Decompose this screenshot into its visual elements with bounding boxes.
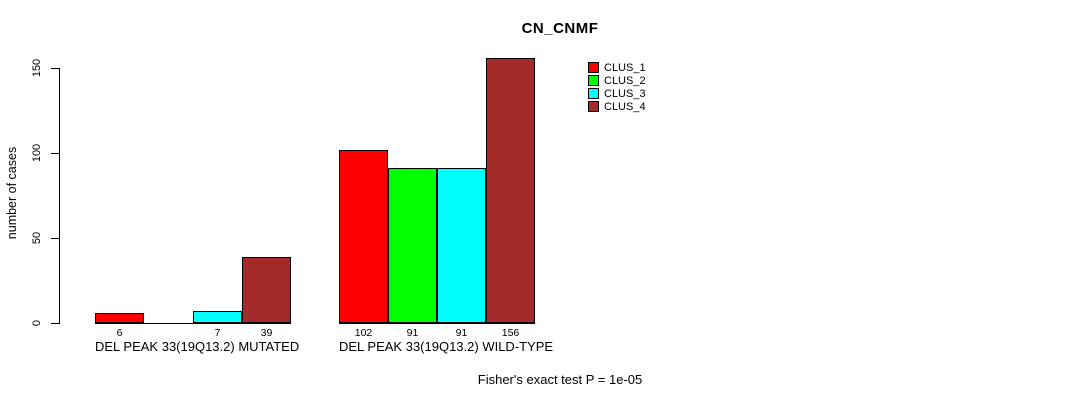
legend-label-clus-4: CLUS_4 bbox=[604, 100, 646, 113]
bar-value-label: 6 bbox=[116, 327, 123, 339]
bar-value-label: 39 bbox=[260, 327, 273, 339]
legend-item-clus-1: CLUS_1 bbox=[588, 61, 646, 74]
y-axis-line bbox=[59, 68, 60, 324]
bar-value-label: 102 bbox=[354, 327, 373, 339]
bar-value-label: 91 bbox=[455, 327, 468, 339]
legend-swatch-clus-3 bbox=[588, 88, 599, 99]
legend-swatch-clus-1 bbox=[588, 62, 599, 73]
legend-swatch-clus-4 bbox=[588, 101, 599, 112]
legend: CLUS_1 CLUS_2 CLUS_3 CLUS_4 bbox=[588, 61, 646, 113]
legend-swatch-clus-2 bbox=[588, 75, 599, 86]
legend-label-clus-2: CLUS_2 bbox=[604, 74, 646, 87]
bar-clus-1-wild-type bbox=[339, 150, 388, 323]
bar-clus-1-mutated bbox=[95, 313, 144, 323]
bar-value-label: 91 bbox=[406, 327, 419, 339]
bar-value-label: 7 bbox=[214, 327, 221, 339]
fisher-test-annotation: Fisher's exact test P = 1e-05 bbox=[477, 372, 643, 387]
baseline-mutated bbox=[95, 323, 291, 324]
y-tick-100 bbox=[51, 153, 60, 154]
chart-title: CN_CNMF bbox=[521, 20, 599, 37]
bar-clus-2-wild-type bbox=[388, 168, 437, 323]
y-tick-150 bbox=[51, 68, 60, 69]
group-label-wild-type: DEL PEAK 33(19Q13.2) WILD-TYPE bbox=[339, 339, 554, 354]
legend-label-clus-1: CLUS_1 bbox=[604, 61, 646, 74]
legend-label-clus-3: CLUS_3 bbox=[604, 87, 646, 100]
y-tick-0 bbox=[51, 323, 60, 324]
group-label-mutated: DEL PEAK 33(19Q13.2) MUTATED bbox=[95, 339, 300, 354]
baseline-wild-type bbox=[339, 323, 535, 324]
bar-clus-4-wild-type bbox=[486, 58, 535, 323]
bar-value-label: 156 bbox=[501, 327, 520, 339]
legend-item-clus-2: CLUS_2 bbox=[588, 74, 646, 87]
legend-item-clus-3: CLUS_3 bbox=[588, 87, 646, 100]
y-tick-50 bbox=[51, 238, 60, 239]
bar-clus-3-wild-type bbox=[437, 168, 486, 323]
bar-clus-3-mutated bbox=[193, 311, 242, 323]
legend-item-clus-4: CLUS_4 bbox=[588, 100, 646, 113]
bar-clus-4-mutated bbox=[242, 257, 291, 323]
